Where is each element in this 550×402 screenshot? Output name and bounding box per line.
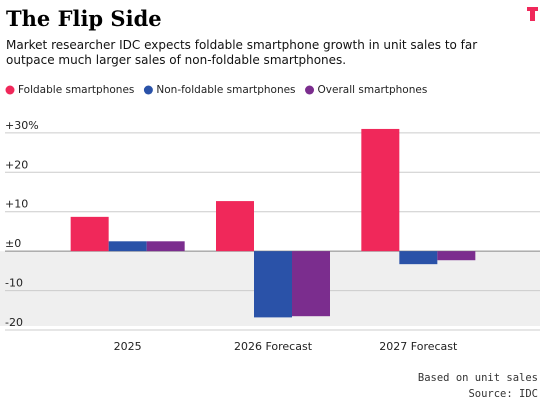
- legend-label: Non-foldable smartphones: [156, 84, 295, 96]
- note: Source: IDC: [468, 388, 538, 400]
- bar: [292, 251, 330, 317]
- y-tick-label: +10: [5, 198, 28, 211]
- x-tick-label: 2027 Forecast: [379, 340, 458, 353]
- legend-swatch: [143, 85, 153, 95]
- legend-label: Foldable smartphones: [18, 84, 134, 96]
- chart-title: The Flip Side: [6, 6, 162, 31]
- chart-subtitle: Market researcher IDC expects foldable s…: [6, 38, 478, 67]
- bar: [399, 251, 438, 265]
- bar: [146, 241, 185, 252]
- bar: [216, 201, 254, 252]
- note: Based on unit sales: [418, 372, 538, 384]
- legend-label: Overall smartphones: [318, 84, 428, 96]
- x-tick-label: 2026 Forecast: [234, 340, 313, 353]
- bar: [108, 241, 147, 252]
- bar: [437, 251, 476, 261]
- y-tick-label: -10: [5, 277, 23, 290]
- bar: [254, 251, 292, 318]
- legend-swatch: [305, 85, 315, 95]
- y-tick-label: -20: [5, 316, 23, 329]
- y-tick-label: ±0: [5, 237, 21, 250]
- y-tick-label: +30%: [5, 119, 39, 132]
- bar: [361, 128, 400, 252]
- bar: [70, 216, 109, 252]
- logo: [527, 7, 538, 21]
- y-tick-label: +20: [5, 158, 28, 171]
- legend-swatch: [5, 85, 15, 95]
- x-tick-label: 2025: [114, 340, 142, 353]
